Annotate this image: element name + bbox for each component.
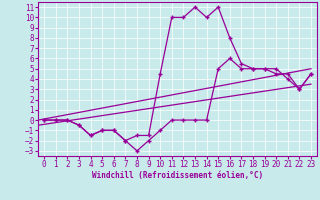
X-axis label: Windchill (Refroidissement éolien,°C): Windchill (Refroidissement éolien,°C) bbox=[92, 171, 263, 180]
